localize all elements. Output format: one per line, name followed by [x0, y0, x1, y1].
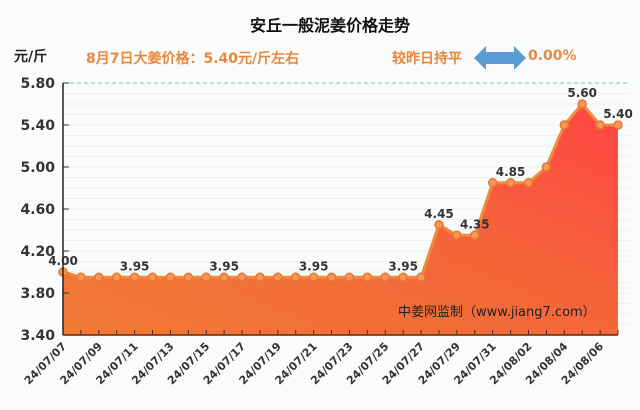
data-point [452, 230, 462, 240]
left-right-arrow-icon [474, 46, 526, 70]
data-point [505, 178, 516, 188]
y-tick-label: 5.40 [20, 118, 55, 134]
data-point [273, 272, 283, 282]
y-tick-label: 4.20 [20, 244, 55, 260]
y-tick-label: 4.60 [20, 202, 55, 218]
x-axis-ticks: 24/07/0724/07/0924/07/1124/07/1324/07/15… [22, 340, 607, 388]
data-label: 4.45 [424, 207, 454, 221]
data-label: 3.95 [388, 259, 418, 273]
data-point [613, 120, 623, 130]
data-point [416, 272, 426, 282]
data-point [470, 230, 480, 240]
axes [62, 82, 619, 336]
data-point [111, 272, 122, 282]
data-label: 4.00 [48, 254, 78, 268]
data-point [219, 272, 229, 282]
y-tick-label: 3.80 [20, 286, 55, 302]
data-point [434, 220, 444, 230]
price-note: 8月7日大姜价格：5.40元/斤左右 [86, 51, 300, 67]
data-point [559, 120, 570, 130]
data-point [201, 272, 211, 282]
data-point [344, 272, 355, 282]
data-point [380, 272, 391, 282]
data-label: 4.35 [460, 217, 490, 231]
data-point [326, 272, 337, 282]
data-point [237, 272, 247, 282]
data-point [76, 272, 86, 282]
data-point [290, 272, 301, 282]
data-label: 5.40 [603, 107, 633, 121]
data-label: 4.85 [496, 165, 526, 179]
data-label: 3.95 [209, 259, 239, 273]
y-tick-label: 5.80 [20, 76, 55, 92]
data-point [595, 120, 605, 130]
data-markers [58, 99, 623, 282]
data-point [147, 272, 158, 282]
data-point [487, 178, 498, 188]
data-point [165, 272, 176, 282]
watermark: 中姜网监制（www.jiang7.com） [398, 305, 596, 320]
y-axis-ticks: 5.80 5.40 5.00 4.60 4.20 3.80 3.40 [20, 76, 55, 344]
data-label: 5.60 [567, 86, 597, 100]
data-point [577, 99, 587, 109]
chart-title: 安丘一般泥姜价格走势 [249, 16, 410, 35]
data-label: 3.95 [299, 259, 329, 273]
change-percent: 0.00% [528, 48, 577, 64]
data-point [541, 162, 552, 172]
compare-text: 较昨日持平 [392, 51, 462, 67]
data-point [362, 272, 373, 282]
data-point [523, 178, 534, 188]
data-point [94, 272, 104, 282]
y-axis-unit: 元/斤 [14, 49, 48, 65]
data-label: 3.95 [120, 259, 150, 273]
data-point [255, 272, 265, 282]
y-tick-label: 3.40 [20, 328, 55, 344]
data-point [183, 272, 194, 282]
data-labels: 4.00 3.95 3.95 3.95 3.95 4.45 4.35 4.85 5.60 5.40 [48, 86, 633, 273]
data-point [308, 272, 319, 282]
data-point [398, 272, 408, 282]
data-point [129, 272, 140, 282]
y-tick-label: 5.00 [20, 160, 55, 176]
